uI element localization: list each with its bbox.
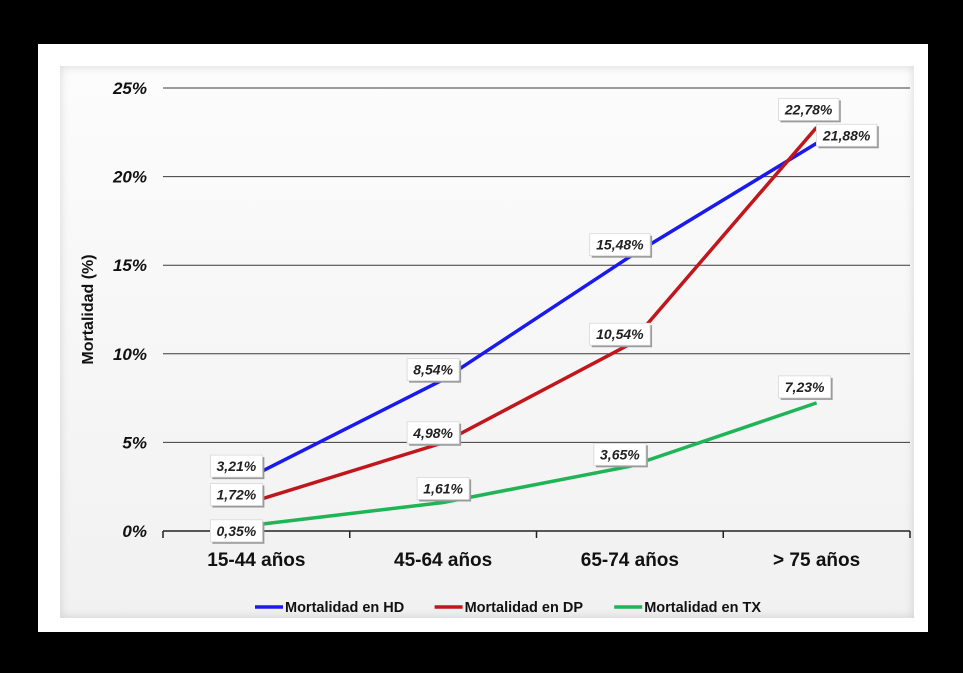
y-tick-label: 25% xyxy=(112,79,147,98)
data-labels: 3,21% 8,54% 15,48% 21,88% 1,72% 4,98% 10,54% 22… xyxy=(209,97,879,544)
data-label: 21,88% xyxy=(816,123,879,149)
data-label: 15,48% xyxy=(589,233,653,258)
y-tick-label: 20% xyxy=(112,168,147,187)
x-axis-categories: 15-44 años 45-64 años 65-74 años > 75 años xyxy=(207,550,860,571)
legend-label: Mortalidad en HD xyxy=(285,600,404,616)
data-label: 10,54% xyxy=(589,322,653,348)
data-label-box xyxy=(209,519,263,543)
data-label-box xyxy=(778,97,840,121)
data-label-text: 21,88% xyxy=(822,127,871,143)
data-label: 3,21% xyxy=(209,454,265,480)
data-label: 22,78% xyxy=(778,97,841,123)
data-label: 1,72% xyxy=(209,483,265,508)
data-label-text: 1,61% xyxy=(423,480,463,496)
data-label-box xyxy=(209,483,263,506)
y-tick-label: 0% xyxy=(122,522,147,541)
data-label-text: 3,65% xyxy=(600,446,640,462)
data-label: 1,61% xyxy=(416,477,472,502)
y-axis-ticks: 0% 5% 10% 15% 20% 25% xyxy=(112,79,147,541)
data-label: 0,35% xyxy=(209,519,265,544)
x-category-label: 65-74 años xyxy=(581,550,679,571)
data-label-box xyxy=(406,421,460,445)
chart-frame xyxy=(30,36,936,640)
x-axis xyxy=(162,530,911,538)
series-line xyxy=(256,401,818,527)
data-label: 7,23% xyxy=(778,375,833,400)
data-label-box xyxy=(778,375,832,399)
legend: Mortalidad en HD Mortalidad en DP Mortalid… xyxy=(255,600,761,616)
data-label-box xyxy=(589,233,651,257)
series-line xyxy=(255,126,818,503)
legend-label: Mortalidad en DP xyxy=(465,600,584,616)
data-label-text: 7,23% xyxy=(785,379,825,395)
legend-label: Mortalidad en TX xyxy=(644,600,761,616)
series-lines xyxy=(255,126,818,527)
data-label-text: 1,72% xyxy=(217,487,257,503)
series-line xyxy=(255,141,818,476)
data-label-text: 4,98% xyxy=(412,425,453,441)
y-tick-label: 10% xyxy=(113,345,147,364)
data-label-text: 3,21% xyxy=(217,458,257,474)
y-tick-label: 5% xyxy=(122,433,147,452)
data-label-box xyxy=(816,123,878,147)
gridlines xyxy=(163,87,910,443)
data-label-box xyxy=(209,454,263,478)
x-category-label: 45-64 años xyxy=(394,550,492,571)
data-label-text: 8,54% xyxy=(413,362,453,378)
data-label-text: 10,54% xyxy=(596,326,644,342)
y-axis-label: Mortalidad (%) xyxy=(80,254,97,364)
data-label: 4,98% xyxy=(406,421,462,446)
data-label-text: 15,48% xyxy=(596,237,644,253)
chart-card xyxy=(38,44,928,632)
x-category-label: 15-44 años xyxy=(207,550,305,571)
chart-background xyxy=(60,66,914,618)
data-label-box xyxy=(593,442,647,466)
data-label-box xyxy=(416,477,470,500)
x-category-label: > 75 años xyxy=(773,550,860,571)
data-label: 8,54% xyxy=(406,358,462,383)
data-label-text: 0,35% xyxy=(217,523,257,539)
data-label-box xyxy=(406,358,460,382)
data-label-text: 22,78% xyxy=(784,101,833,117)
y-tick-label: 15% xyxy=(113,256,147,275)
data-label: 3,65% xyxy=(593,442,648,468)
data-label-box xyxy=(589,322,651,346)
